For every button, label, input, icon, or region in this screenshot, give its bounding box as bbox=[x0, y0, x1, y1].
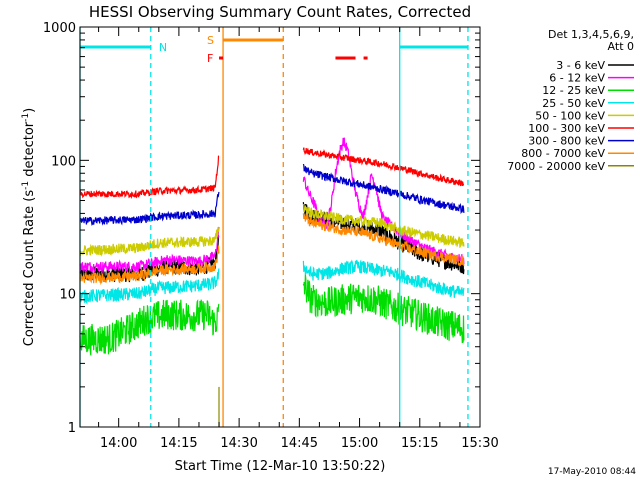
y-axis: 1 10 100 1000 bbox=[43, 21, 480, 436]
y-axis-label-end: ) bbox=[22, 108, 37, 113]
legend-label: 7000 - 20000 keV bbox=[507, 160, 605, 173]
series-line-50-100-kev bbox=[79, 226, 220, 257]
legend-label: 6 - 12 keV bbox=[549, 72, 605, 85]
x-tick-label: 14:30 bbox=[220, 436, 257, 451]
x-tick-label: 14:45 bbox=[281, 436, 318, 451]
flag-bars: N SF bbox=[80, 34, 468, 65]
legend-header-1: Det 1,3,4,5,6,9, bbox=[548, 28, 634, 41]
series-layer bbox=[79, 137, 465, 427]
footer-date: 17-May-2010 08:44 bbox=[548, 467, 636, 477]
series-line-300-800-kev bbox=[79, 191, 220, 226]
series-line-50-100-kev bbox=[302, 203, 465, 248]
x-axis: 14:00 14:15 14:30 14:45 15:00 15:15 15:30 bbox=[98, 27, 499, 451]
series-line-800-7000-kev bbox=[302, 212, 465, 267]
flag-label-f: F bbox=[207, 52, 213, 65]
series-line-800-7000-kev bbox=[79, 245, 220, 286]
y-tick-label: 10 bbox=[59, 288, 76, 303]
x-tick-label: 15:00 bbox=[341, 436, 378, 451]
y-axis-label-main: Corrected Count Rate (s bbox=[22, 190, 37, 347]
series-line-25-50-kev bbox=[79, 268, 220, 305]
y-tick-label: 1000 bbox=[43, 21, 76, 36]
series-line-25-50-kev bbox=[302, 259, 465, 298]
y-axis-label-mid: detector bbox=[22, 121, 37, 181]
plot-frame bbox=[79, 26, 481, 428]
y-axis-label-sup1: -1 bbox=[21, 181, 31, 190]
x-tick-label: 15:30 bbox=[461, 436, 498, 451]
series-line-100-300-kev bbox=[79, 155, 220, 200]
y-tick-label: 100 bbox=[51, 154, 76, 169]
x-tick-label: 14:15 bbox=[160, 436, 197, 451]
legend-label: 25 - 50 keV bbox=[542, 97, 605, 110]
legend-label: 800 - 7000 keV bbox=[521, 147, 605, 160]
series-line-6-12-kev bbox=[302, 137, 465, 265]
legend-label: 50 - 100 keV bbox=[535, 109, 605, 122]
legend-label: 12 - 25 keV bbox=[542, 84, 605, 97]
legend-label: 300 - 800 keV bbox=[528, 135, 605, 148]
y-tick-label: 1 bbox=[68, 421, 76, 436]
chart-title: HESSI Observing Summary Count Rates, Cor… bbox=[89, 3, 471, 21]
series-line-100-300-kev bbox=[302, 147, 465, 187]
y-axis-label-sup2: -1 bbox=[21, 113, 31, 122]
series-line-12-25-kev bbox=[79, 299, 220, 356]
flag-label-s: S bbox=[207, 34, 214, 47]
x-tick-label: 15:15 bbox=[401, 436, 438, 451]
legend-label: 3 - 6 keV bbox=[556, 59, 605, 72]
series-line-12-25-kev bbox=[302, 274, 465, 344]
series-line-300-800-kev bbox=[302, 163, 465, 215]
legend-label: 100 - 300 keV bbox=[528, 122, 605, 135]
legend-header-2: Att 0 bbox=[608, 40, 634, 53]
x-tick-label: 14:00 bbox=[100, 436, 137, 451]
series-line-6-12-kev bbox=[79, 226, 220, 274]
vertical-markers bbox=[79, 27, 469, 427]
flag-label-n: N bbox=[159, 41, 167, 54]
y-axis-label: Corrected Count Rate (s-1 detector-1) bbox=[21, 108, 37, 346]
x-axis-label: Start Time (12-Mar-10 13:50:22) bbox=[175, 459, 386, 474]
